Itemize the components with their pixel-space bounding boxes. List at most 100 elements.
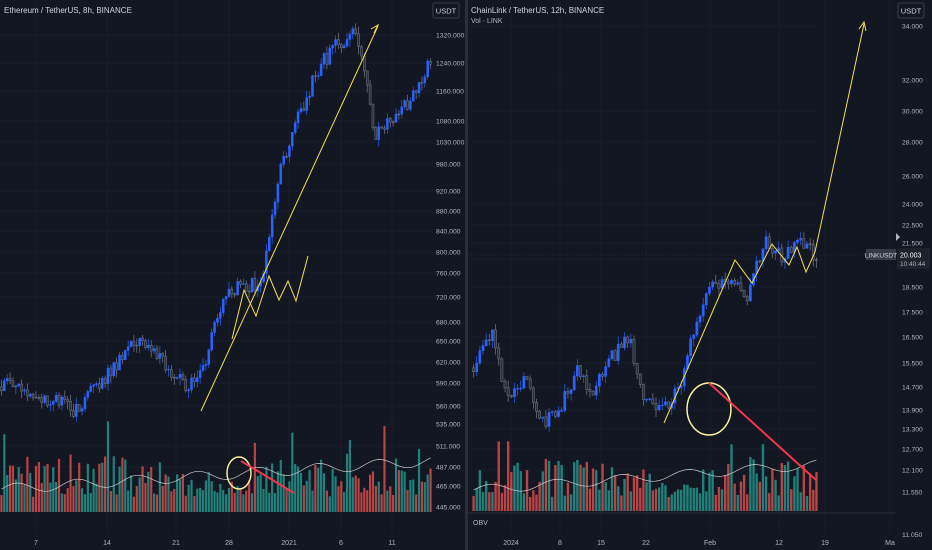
left-time-tick: 11 (388, 540, 395, 547)
left-volume-trendline (240, 460, 295, 494)
left-candle (219, 312, 222, 319)
left-candle (412, 90, 415, 102)
right-candle (484, 339, 488, 346)
left-candle (8, 378, 12, 382)
left-price-axis[interactable]: 1320.000 1240.000 1160.000 1080.000 1030.000… (436, 33, 465, 512)
left-volume-bar (92, 468, 95, 512)
right-volume-bar (513, 465, 516, 511)
left-candle (360, 46, 363, 57)
left-candle (204, 364, 208, 366)
left-volume-bar (219, 483, 222, 512)
left-volume-bar (152, 493, 156, 512)
left-candle (351, 28, 355, 35)
left-volume-bar (204, 480, 208, 512)
right-candle (481, 345, 485, 351)
chainlink-chart-panel[interactable]: ChainLink / TetherUS, 12h, BINANCE Vol ·… (468, 0, 930, 547)
right-candle (541, 416, 545, 419)
right-candle (544, 416, 548, 427)
right-volume-bar (661, 482, 664, 511)
right-volume-bar (695, 487, 699, 511)
left-candle (331, 45, 334, 49)
left-candle (181, 374, 185, 380)
left-volume-bar (109, 491, 112, 512)
left-time-axis[interactable]: 7 14 21 28 2021 6 11 (34, 540, 396, 547)
left-candle (374, 127, 378, 140)
right-candle (660, 404, 664, 407)
left-volume-bar (40, 483, 43, 512)
right-volume-bar (790, 489, 793, 511)
left-candle (273, 201, 277, 216)
left-volume-bar (423, 482, 426, 512)
right-volume-bar (780, 463, 784, 511)
right-candle (610, 350, 614, 360)
left-candle (149, 344, 153, 352)
left-candle (31, 393, 35, 398)
right-price-tick: 16.500 (902, 335, 923, 342)
left-volume-bar (32, 496, 35, 512)
left-candle (250, 278, 254, 292)
ethereum-chart-panel[interactable]: Ethereum / TetherUS, 8h, BINANCE USDT 13… (0, 0, 465, 547)
left-price-tick: 720.000 (436, 295, 461, 302)
left-candle (391, 121, 395, 124)
right-volume-bar (783, 465, 787, 511)
left-candle (26, 389, 29, 397)
left-price-tick: 535.000 (436, 422, 461, 429)
left-price-tick: 800.000 (436, 250, 461, 257)
left-volume-bar (296, 466, 300, 512)
right-volume-bar (679, 489, 683, 511)
left-volume-bar (397, 470, 400, 512)
left-candle (112, 362, 116, 377)
left-volume-bar (294, 464, 297, 512)
right-volume-bar (667, 496, 670, 511)
left-candle (368, 84, 372, 105)
right-volume-bar (573, 462, 576, 511)
left-volume-bar (46, 464, 49, 512)
right-price-tick: 28.000 (902, 140, 923, 147)
right-axis-marker-icon (896, 233, 900, 241)
right-volume-bar (654, 488, 658, 511)
right-currency-label: USDT (901, 7, 922, 16)
left-volume-bar (193, 496, 196, 512)
left-volume-bar (415, 494, 418, 512)
left-candles (0, 23, 432, 422)
left-volume-bar (426, 474, 429, 512)
left-candle (383, 127, 386, 130)
right-volume-bar (746, 494, 749, 511)
right-currency-badge[interactable]: USDT (897, 2, 925, 19)
left-volume-bar (394, 458, 398, 512)
panel-divider[interactable] (465, 0, 468, 550)
right-time-axis[interactable]: 2024 8 15 22 Feb 12 19 Ma (503, 540, 895, 547)
right-candle (525, 376, 529, 380)
left-volume-bar (216, 492, 219, 512)
right-price-tick: 34.000 (902, 24, 923, 31)
right-price-tick: 12.700 (902, 447, 923, 454)
right-volume-bar (503, 485, 507, 511)
left-time-tick: 28 (225, 540, 233, 547)
right-volume-bar (494, 481, 497, 511)
left-candle (340, 44, 343, 49)
right-candle (503, 381, 507, 389)
left-volume-bar (101, 462, 104, 512)
left-candle (285, 156, 288, 158)
right-volume-bar (701, 469, 705, 511)
left-price-tick: 880.000 (436, 209, 461, 216)
left-candle (400, 106, 404, 115)
right-volume-bar (639, 487, 642, 511)
left-volume-bar (55, 482, 58, 512)
left-volume-bar (224, 494, 228, 512)
right-time-tick: 22 (642, 540, 650, 547)
left-volume-bar (357, 478, 360, 512)
left-currency-badge[interactable]: USDT (432, 2, 460, 19)
right-candle (657, 405, 661, 411)
left-candle (147, 344, 150, 348)
right-volume-bar (774, 479, 777, 511)
left-candle (40, 397, 44, 403)
left-chart-title: Ethereum / TetherUS, 8h, BINANCE (4, 6, 132, 15)
left-candle (380, 126, 383, 129)
left-volume-bar (291, 432, 294, 512)
right-volume-bar (642, 469, 645, 511)
left-candle (406, 100, 409, 110)
left-volume-bar (170, 491, 173, 512)
right-volume-bar (551, 496, 554, 511)
left-candle (325, 53, 329, 65)
